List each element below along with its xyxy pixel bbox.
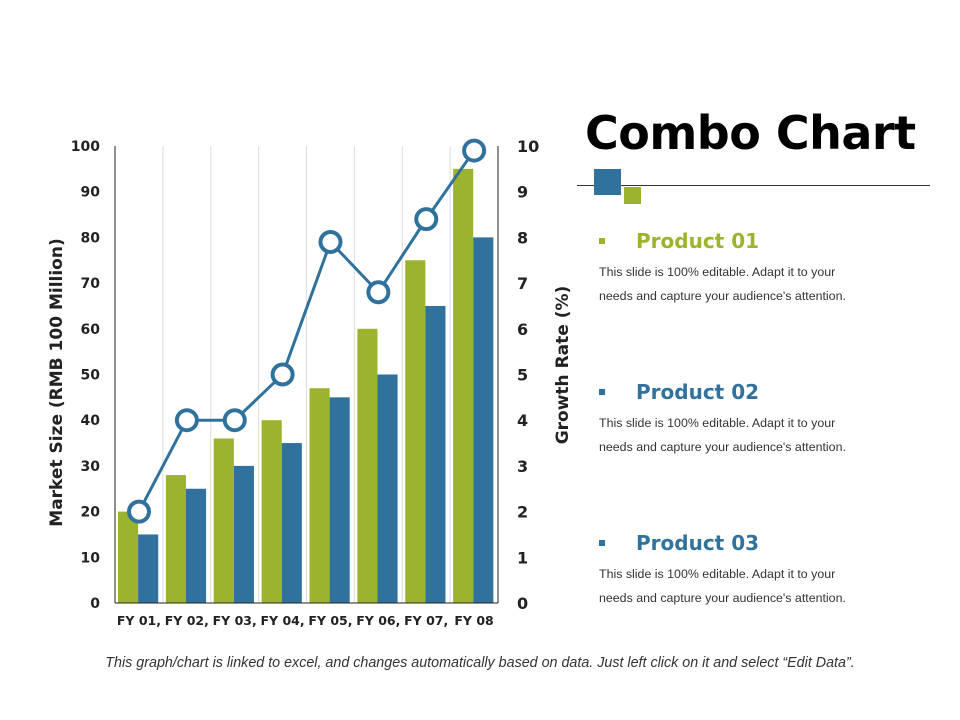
product-description: This slide is 100% editable. Adapt it to…	[599, 260, 929, 308]
product-name: Product 03	[636, 531, 760, 555]
y-tick-label: 30	[81, 459, 101, 475]
bar-green	[453, 168, 474, 603]
page-title: Combo Chart	[585, 106, 916, 160]
y2-tick-label: 1	[517, 548, 528, 567]
product-description-line: This slide is 100% editable. Adapt it to…	[599, 265, 836, 279]
growth-rate-marker	[414, 207, 439, 232]
y-tick-label: 100	[71, 139, 100, 155]
product-block-3: Product 03 This slide is 100% editable. …	[599, 530, 929, 610]
product-name: Product 01	[636, 229, 760, 253]
x-tick-label: FY 03,	[213, 613, 257, 628]
bullet-icon	[599, 389, 605, 395]
x-tick-label: FY 08	[454, 613, 493, 628]
growth-rate-marker	[462, 138, 487, 163]
y2-axis-title: Growth Rate (%)	[553, 286, 573, 445]
y-axis-title: Market Size (RMB 100 Million)	[47, 238, 67, 526]
title-divider	[577, 185, 930, 186]
footnote: This graph/chart is linked to excel, and…	[105, 655, 855, 671]
y2-tick-label: 6	[517, 320, 528, 339]
bar-green	[165, 475, 186, 603]
y2-tick-label: 8	[517, 228, 528, 247]
accent-square-blue	[594, 169, 621, 195]
bar-blue	[185, 488, 207, 603]
bar-green	[261, 420, 282, 603]
bar-blue	[138, 534, 159, 603]
bullet-icon	[599, 540, 605, 546]
y-tick-label: 10	[81, 550, 101, 566]
product-description-line: needs and capture your audience's attent…	[599, 440, 846, 454]
bar-green	[357, 328, 378, 603]
bar-green	[118, 511, 139, 603]
y-tick-label: 0	[90, 596, 100, 612]
product-description: This slide is 100% editable. Adapt it to…	[599, 411, 929, 459]
y2-tick-label: 7	[517, 274, 528, 293]
y-tick-label: 50	[81, 368, 101, 384]
y-tick-label: 20	[81, 505, 101, 521]
bullet-icon	[599, 238, 605, 244]
growth-rate-marker	[366, 280, 391, 305]
product-description-line: This slide is 100% editable. Adapt it to…	[599, 416, 836, 430]
y2-tick-label: 0	[517, 594, 528, 613]
x-tick-label: FY 07,	[404, 613, 448, 628]
growth-rate-marker	[270, 362, 295, 387]
growth-rate-marker	[318, 229, 343, 254]
bar-green	[309, 388, 330, 603]
accent-square-green	[624, 187, 641, 204]
product-description: This slide is 100% editable. Adapt it to…	[599, 562, 929, 610]
y-tick-label: 80	[81, 230, 101, 246]
x-tick-label: FY 05,	[308, 613, 352, 628]
bar-blue	[377, 374, 398, 603]
bar-green	[405, 260, 426, 603]
product-name: Product 02	[636, 380, 760, 404]
growth-rate-marker	[127, 499, 151, 524]
bar-blue	[473, 237, 494, 603]
y-tick-label: 60	[81, 322, 101, 338]
combo-chart: 0 10 20 30 40 50 60 70 80 90 100 0 1 2 3 4 5 6 7 8 9 10 FY 01,…	[47, 137, 573, 628]
bar-blue	[425, 305, 446, 603]
product-description-line: This slide is 100% editable. Adapt it to…	[599, 567, 836, 581]
product-block-1: Product 01 This slide is 100% editable. …	[599, 228, 929, 308]
y-tick-label: 70	[81, 276, 101, 292]
y2-tick-label: 10	[517, 137, 539, 156]
product-description-line: needs and capture your audience's attent…	[599, 591, 846, 605]
x-tick-label: FY 01,	[117, 613, 161, 628]
y2-tick-label: 9	[517, 183, 528, 202]
x-tick-label: FY 04,	[261, 613, 305, 628]
y2-tick-label: 3	[517, 457, 528, 476]
product-block-2: Product 02 This slide is 100% editable. …	[599, 379, 929, 459]
bar-green	[213, 438, 234, 603]
product-description-line: needs and capture your audience's attent…	[599, 289, 846, 303]
y-tick-label: 90	[81, 185, 101, 201]
bar-blue	[281, 443, 302, 603]
y2-tick-label: 5	[517, 366, 528, 385]
bar-blue	[329, 397, 350, 603]
growth-rate-marker	[222, 408, 247, 433]
y-tick-label: 40	[81, 413, 101, 429]
bar-blue	[233, 465, 254, 603]
x-tick-label: FY 06,	[356, 613, 400, 628]
y2-tick-label: 4	[517, 411, 528, 430]
y2-tick-label: 2	[517, 503, 528, 522]
growth-rate-marker	[174, 408, 199, 433]
x-tick-label: FY 02,	[165, 613, 209, 628]
